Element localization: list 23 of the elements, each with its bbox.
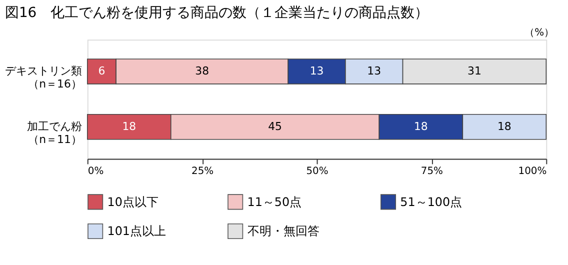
data-label: 18 — [414, 120, 428, 133]
data-label: 31 — [468, 64, 482, 78]
data-label: 38 — [195, 64, 210, 78]
y-tick-label: デキストリン類（n＝16） — [4, 64, 82, 90]
legend-label: 51～100点 — [400, 194, 462, 209]
chart-title: 図16 化工でん粉を使用する商品の数（１企業当たりの商品点数） — [4, 4, 429, 21]
x-tick-label: 25% — [192, 166, 214, 178]
legend-label: 不明・無回答 — [247, 224, 320, 238]
data-label: 13 — [367, 64, 382, 78]
x-tick-label: 100% — [518, 166, 547, 178]
x-tick-label: 75% — [420, 166, 443, 178]
data-label: 18 — [122, 120, 136, 133]
data-label: 6 — [98, 64, 106, 78]
legend-label: 10点以下 — [107, 194, 158, 209]
legend-label: 101点以上 — [107, 224, 166, 238]
y-tick-label: 加工でん粉（n＝11） — [26, 120, 82, 146]
data-label: 18 — [497, 120, 512, 133]
x-tick-label: 50% — [306, 166, 328, 178]
x-axis-title: （%） — [524, 28, 554, 39]
data-label: 45 — [268, 120, 282, 133]
legend-label: 11～50点 — [247, 194, 302, 209]
data-label: 13 — [310, 64, 324, 78]
x-tick-label: 0% — [88, 166, 104, 178]
